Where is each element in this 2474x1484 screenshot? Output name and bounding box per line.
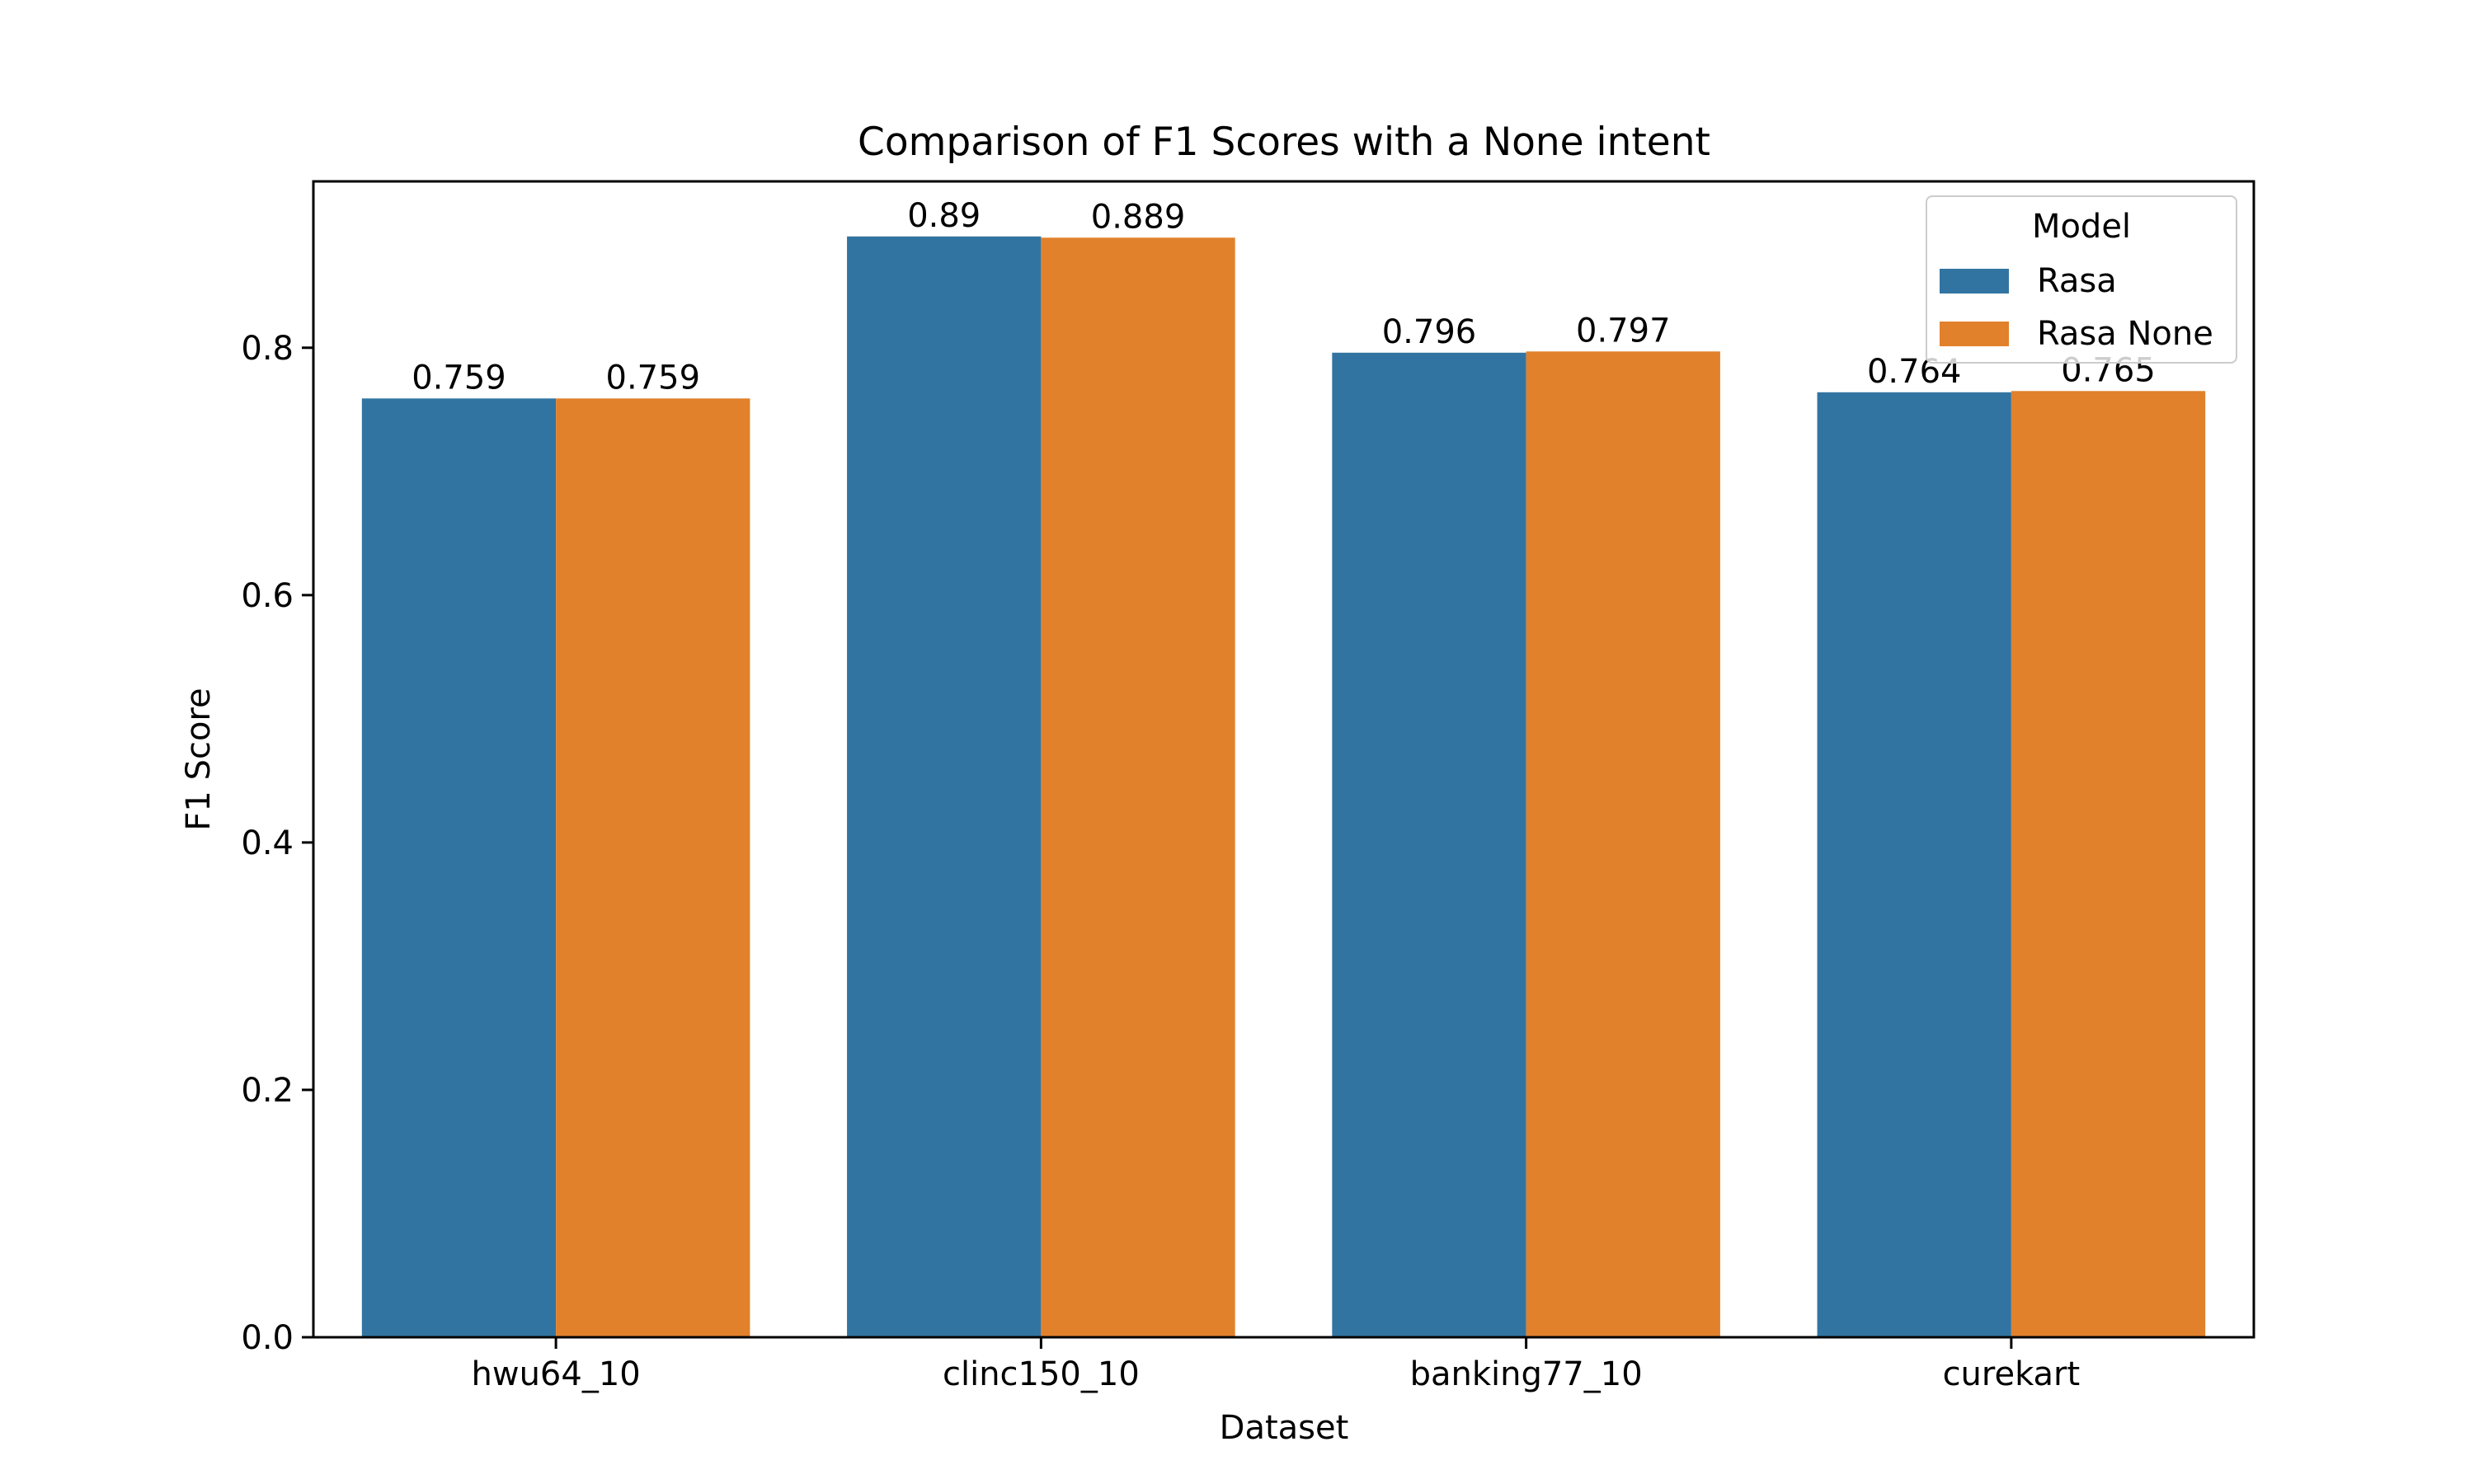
y-tick-label: 0.8 <box>241 330 294 368</box>
y-tick-label: 0.4 <box>241 824 294 862</box>
bar <box>556 398 750 1338</box>
chart-title: Comparison of F1 Scores with a None inte… <box>858 120 1710 165</box>
y-axis-label: F1 Score <box>180 688 218 830</box>
bar <box>1526 351 1720 1338</box>
plot-frame <box>312 180 2255 1339</box>
bar <box>1332 352 1526 1337</box>
legend-swatch <box>1940 269 2009 294</box>
x-tick-label: banking77_10 <box>1410 1355 1643 1393</box>
y-tick-label: 0.2 <box>241 1072 294 1110</box>
legend: Model Rasa Rasa None <box>1926 195 2237 364</box>
legend-swatch <box>1940 322 2009 346</box>
x-tick-label: clinc150_10 <box>943 1355 1140 1393</box>
y-tick-label: 0.0 <box>241 1319 294 1357</box>
bar-value-label: 0.89 <box>907 197 981 235</box>
x-axis-label: Dataset <box>1220 1409 1349 1447</box>
x-tick-label: hwu64_10 <box>472 1355 641 1393</box>
x-tick-label: curekart <box>1943 1355 2081 1393</box>
bar-value-label: 0.759 <box>606 359 701 397</box>
bar <box>2011 391 2206 1337</box>
y-tick-label: 0.6 <box>241 577 294 615</box>
y-axis: 0.0 0.2 0.4 0.6 0.8 <box>241 330 313 1357</box>
bar <box>361 398 557 1338</box>
legend-entry-label: Rasa <box>2037 262 2117 300</box>
bar <box>1041 237 1235 1337</box>
bar <box>847 236 1042 1337</box>
bar-value-label: 0.889 <box>1091 198 1186 236</box>
bar-value-label: 0.797 <box>1576 312 1671 350</box>
legend-title: Model <box>2032 208 2131 246</box>
bar <box>1817 392 2011 1337</box>
x-axis: hwu64_10 clinc150_10 banking77_10 curekart <box>472 1337 2081 1393</box>
bar-value-label: 0.796 <box>1382 313 1477 351</box>
legend-box <box>1926 195 2237 364</box>
bar-value-label: 0.759 <box>412 359 506 397</box>
legend-entry-label: Rasa None <box>2037 315 2213 353</box>
